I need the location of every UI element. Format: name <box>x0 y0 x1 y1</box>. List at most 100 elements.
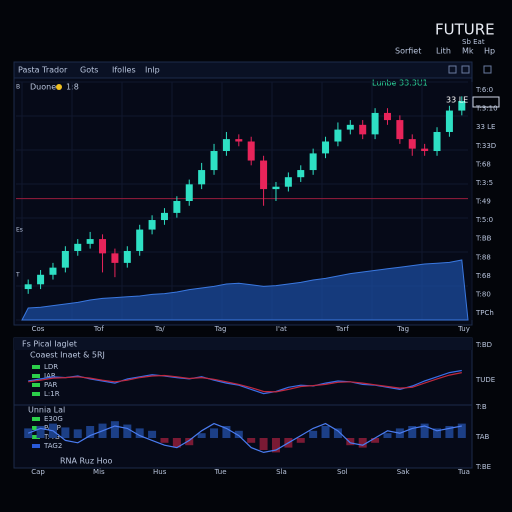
candle-body <box>297 170 305 178</box>
histogram-bar <box>148 430 157 438</box>
left-label: T <box>15 272 20 279</box>
candle-body <box>272 186 280 190</box>
panel-title: Fs Pical Iaglet <box>22 340 77 349</box>
histogram-bar <box>61 427 70 438</box>
indicator-panel <box>13 337 473 469</box>
axis-label: T:B <box>475 403 487 411</box>
axis-label: T:3:5 <box>475 179 493 187</box>
histogram-bar <box>271 438 280 453</box>
candle-body <box>346 124 354 130</box>
candle-body <box>284 177 292 187</box>
histogram-bar <box>197 433 206 438</box>
axis-label: T:68 <box>475 160 491 168</box>
candle-body <box>49 267 57 275</box>
legend-swatch <box>32 383 40 387</box>
legend-swatch <box>32 444 40 448</box>
histogram-bar <box>420 423 429 438</box>
menu-item[interactable]: Mk <box>462 47 474 56</box>
candle-body <box>445 110 453 132</box>
histogram-bar <box>36 426 45 438</box>
legend-swatch <box>32 435 40 439</box>
histogram-bar <box>433 428 442 438</box>
legend-swatch <box>32 417 40 421</box>
menu-item[interactable]: Lith <box>436 47 451 56</box>
info-text: Lunbe 33.3U1 <box>372 79 428 88</box>
volume-area <box>21 259 469 321</box>
indicator-line <box>28 372 462 393</box>
candle-body <box>185 184 193 201</box>
axis-label: T:68 <box>475 272 491 280</box>
candle-body <box>136 229 144 251</box>
window-button[interactable] <box>483 65 492 74</box>
candle-body <box>173 201 181 213</box>
legend-label: TAG2 <box>43 442 62 450</box>
menu-item[interactable]: Sorfiet <box>395 47 421 56</box>
candle-body <box>383 112 391 121</box>
x-axis-label: Tuy <box>457 325 470 333</box>
legend-swatch <box>32 365 40 369</box>
x-axis-label: Mis <box>93 468 105 476</box>
histogram-bar <box>86 426 95 438</box>
x-axis-label: Tue <box>214 468 227 476</box>
candle-body <box>111 253 119 263</box>
toolbar-item[interactable]: Inlp <box>145 66 160 75</box>
histogram-bar <box>247 438 256 443</box>
axis-label: 33 LE <box>476 123 495 131</box>
histogram-bar <box>333 428 342 438</box>
axis-label: T:33D <box>475 142 496 150</box>
toolbar-item[interactable]: Ifolles <box>112 66 136 75</box>
candle-body <box>458 101 466 111</box>
axis-label: TUDE <box>475 376 495 384</box>
candle-body <box>86 239 94 244</box>
legend-label: PAR <box>44 381 58 389</box>
panel-title: Unnia Lal <box>28 406 65 415</box>
legend-swatch <box>32 392 40 396</box>
candle-body <box>359 124 367 135</box>
axis-label: T:80 <box>475 290 491 298</box>
histogram-bar <box>185 438 194 446</box>
x-axis-label: Ta/ <box>154 325 165 333</box>
candle-body <box>322 141 330 154</box>
axis-label: T:BD <box>475 341 492 349</box>
x-axis-label: Cos <box>32 325 45 333</box>
candle-body <box>396 120 404 140</box>
axis-label: TAB <box>475 433 490 441</box>
left-label: Es <box>16 227 23 234</box>
panel-subtitle: Coaest Inaet & 5RJ <box>30 351 105 360</box>
candle-body <box>247 141 255 161</box>
candle-body <box>421 148 429 152</box>
x-axis-label: I'at <box>276 325 287 333</box>
candle-body <box>408 139 416 149</box>
histogram-bar <box>73 429 82 438</box>
x-axis-label: Tag <box>214 325 227 333</box>
app-title: FUTURE <box>435 21 495 39</box>
histogram-bar <box>296 438 305 443</box>
legend-label: LDR <box>44 363 58 371</box>
axis-label: T:49 <box>475 198 491 206</box>
candle-body <box>260 160 268 190</box>
histogram-bar <box>259 438 268 450</box>
histogram-bar <box>24 428 33 438</box>
histogram-bar <box>123 424 132 438</box>
axis-label: T:BE <box>475 463 491 471</box>
histogram-bar <box>210 428 219 438</box>
window-button[interactable] <box>448 65 457 74</box>
axis-label: TPCh <box>475 309 494 317</box>
menu-item[interactable]: Hp <box>484 47 495 56</box>
candle-body <box>148 220 156 230</box>
legend-label: E30G <box>44 415 63 423</box>
candle-body <box>123 250 131 263</box>
legend-label: L:1R <box>44 390 60 398</box>
histogram-bar <box>371 438 380 443</box>
x-axis-label: Cap <box>31 468 45 476</box>
toolbar-item[interactable]: Gots <box>80 66 98 75</box>
histogram-bar <box>172 438 181 448</box>
histogram-bar <box>110 421 119 438</box>
histogram-bar <box>408 426 417 438</box>
candle-body <box>24 284 32 290</box>
indicator-line <box>27 422 462 454</box>
toolbar-item[interactable]: Pasta Trador <box>18 66 68 75</box>
window-button[interactable] <box>461 65 470 74</box>
x-axis-label: Tarf <box>335 325 349 333</box>
histogram-bar <box>222 426 231 438</box>
